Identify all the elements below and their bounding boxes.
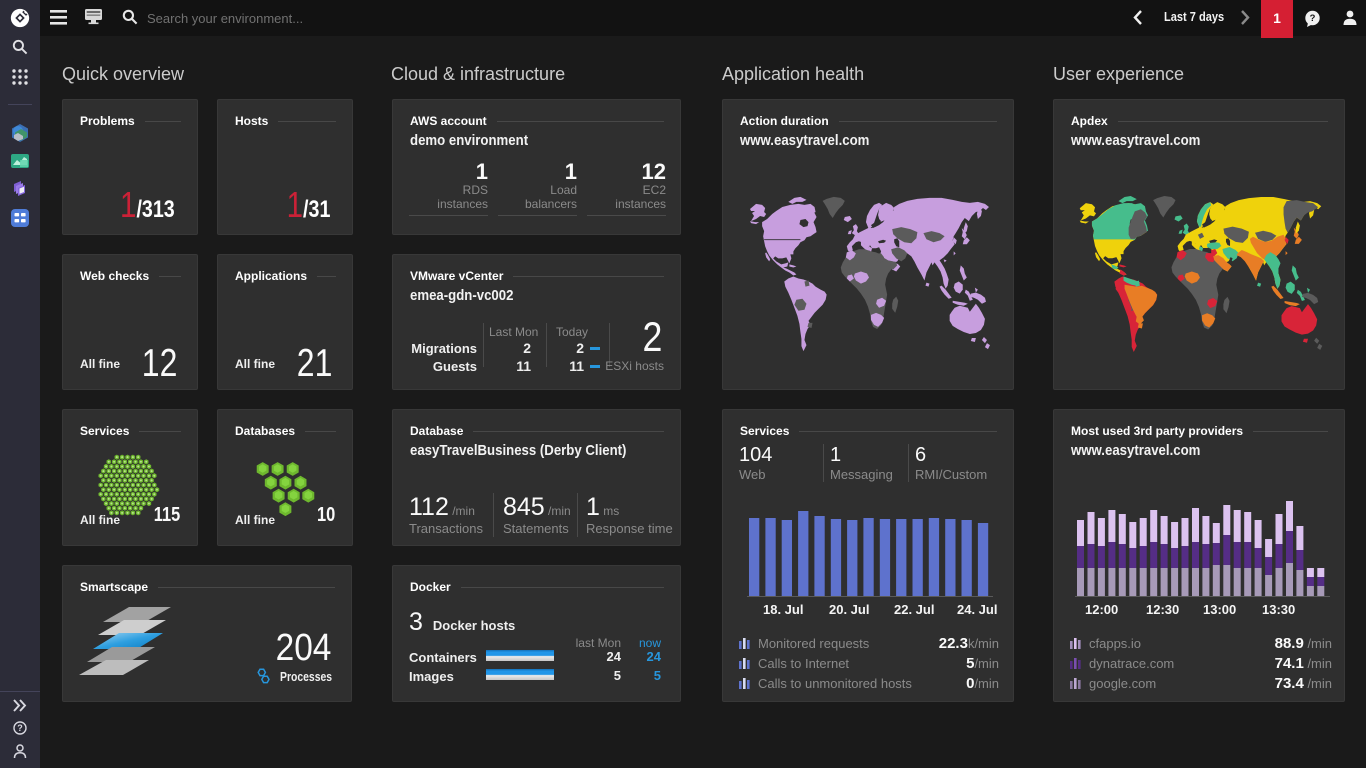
svg-text:?: ? [17,723,23,733]
svg-text:?: ? [1310,13,1316,24]
